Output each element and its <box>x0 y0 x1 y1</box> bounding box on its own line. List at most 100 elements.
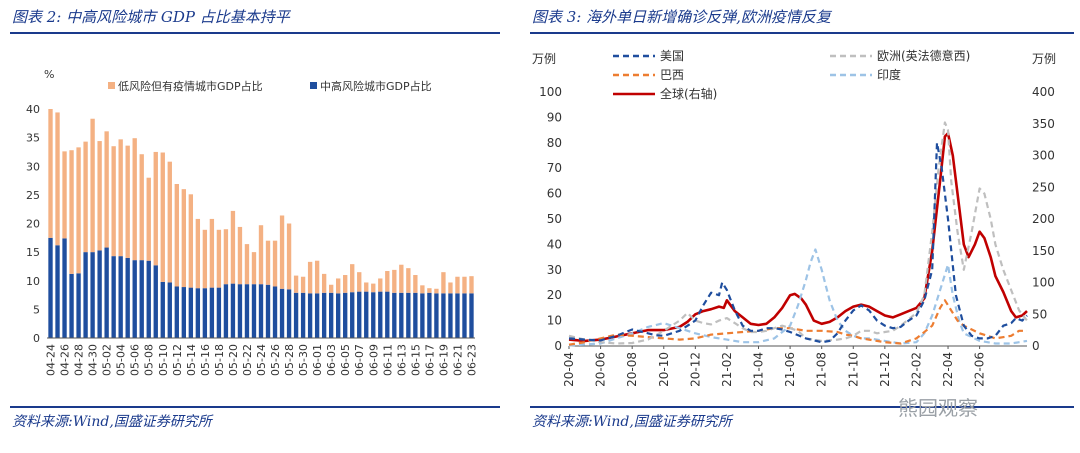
bar-high-risk <box>62 238 67 338</box>
x-tick-label: 21-08 <box>815 352 829 387</box>
x-tick-label: 06-01 <box>311 344 324 376</box>
left-y-tick-label: 70 <box>547 161 562 175</box>
bar-low-risk <box>448 282 453 294</box>
x-tick-label: 05-18 <box>213 344 226 376</box>
bar-high-risk <box>469 293 474 338</box>
series-line-india <box>568 248 1028 347</box>
bar-high-risk <box>195 288 201 338</box>
bar-high-risk <box>399 292 404 338</box>
bar-high-risk <box>251 284 257 338</box>
bar-high-risk <box>420 293 425 338</box>
bar-high-risk <box>69 273 74 338</box>
bar-high-risk <box>139 260 144 338</box>
bar-low-risk <box>209 218 215 288</box>
bar-low-risk <box>237 226 243 285</box>
x-tick-label: 05-28 <box>283 344 296 376</box>
bar-high-risk <box>314 293 320 338</box>
y-tick-label: 35 <box>26 132 40 145</box>
x-tick-label: 22-06 <box>973 352 987 387</box>
bar-low-risk <box>216 229 222 288</box>
bar-low-risk <box>343 275 348 293</box>
bar-low-risk <box>167 161 172 283</box>
bar-low-risk <box>223 229 229 285</box>
x-tick-label: 05-06 <box>129 344 142 376</box>
bar-high-risk <box>132 260 137 338</box>
left-y-tick-label: 60 <box>547 187 562 201</box>
bar-low-risk <box>153 151 158 266</box>
bar-low-risk <box>300 276 306 293</box>
y-tick-label: 20 <box>26 218 40 231</box>
x-tick-label: 05-22 <box>241 344 254 376</box>
bar-high-risk <box>455 293 460 338</box>
bar-high-risk <box>328 292 334 338</box>
left-footer-rule <box>10 406 500 408</box>
x-tick-label: 05-16 <box>199 344 212 376</box>
left-y-tick-label: 80 <box>547 136 562 150</box>
bar-low-risk <box>364 282 369 292</box>
bar-low-risk <box>265 240 271 285</box>
watermark-text: 熊园观察 <box>898 396 978 420</box>
bar-high-risk <box>125 257 130 338</box>
bar-low-risk <box>258 225 264 285</box>
x-tick-label: 06-09 <box>367 344 380 376</box>
left-y-tick-label: 50 <box>547 212 562 226</box>
bar-high-risk <box>76 273 81 338</box>
bar-low-risk <box>350 264 355 293</box>
bar-high-risk <box>413 292 418 338</box>
x-tick-label: 06-15 <box>409 344 422 376</box>
right-title-rule <box>530 32 1074 34</box>
bar-low-risk <box>146 177 151 261</box>
x-tick-label: 05-30 <box>297 344 310 376</box>
legend-label-low-risk: 低风险但有疫情城市GDP占比 <box>118 79 263 93</box>
x-tick-label: 05-10 <box>157 344 170 376</box>
bar-low-risk <box>455 276 460 294</box>
bar-low-risk <box>357 272 362 292</box>
bar-low-risk <box>378 278 383 292</box>
left-chart-source: 资料来源:Wind,国盛证券研究所 <box>12 414 212 430</box>
bar-low-risk <box>314 260 320 294</box>
bar-low-risk <box>55 112 60 246</box>
bar-high-risk <box>321 292 327 338</box>
x-tick-label: 06-23 <box>465 344 478 376</box>
x-tick-label: 04-30 <box>87 344 100 376</box>
x-tick-label: 05-14 <box>185 344 198 376</box>
x-tick-label: 05-20 <box>227 344 240 376</box>
bar-high-risk <box>265 284 271 338</box>
x-tick-label: 22-02 <box>909 352 923 387</box>
bar-low-risk <box>336 278 341 294</box>
x-tick-label: 22-04 <box>941 352 955 387</box>
left-y-tick-label: 40 <box>547 237 562 251</box>
y-tick-label: 10 <box>26 275 40 288</box>
bar-high-risk <box>153 265 158 338</box>
bar-low-risk <box>181 189 186 288</box>
bar-high-risk <box>216 287 222 338</box>
right-axis-unit: 万例 <box>1032 52 1056 66</box>
bar-high-risk <box>441 293 446 338</box>
x-tick-label: 06-19 <box>437 344 450 376</box>
y-tick-label: 30 <box>26 160 40 173</box>
bar-high-risk <box>83 252 88 338</box>
bar-low-risk <box>427 288 432 293</box>
bar-low-risk <box>69 150 74 274</box>
bar-low-risk <box>132 138 137 261</box>
left-y-tick-label: 90 <box>547 110 562 124</box>
bar-low-risk <box>48 109 53 238</box>
x-tick-label: 05-04 <box>115 344 128 376</box>
legend-label-europe: 欧洲(英法德意西) <box>877 48 970 63</box>
legend-label-us: 美国 <box>660 49 684 63</box>
bar-high-risk <box>146 260 151 338</box>
bar-high-risk <box>55 245 60 338</box>
bar-low-risk <box>83 141 88 253</box>
right-y-tick-label: 250 <box>1032 180 1055 194</box>
bar-high-risk <box>364 291 369 338</box>
x-tick-label: 20-06 <box>594 352 608 387</box>
bar-low-risk <box>420 285 425 294</box>
bar-low-risk <box>139 154 144 261</box>
right-y-tick-label: 50 <box>1032 307 1047 321</box>
bar-low-risk <box>328 284 334 293</box>
x-tick-label: 21-06 <box>783 352 797 387</box>
bar-high-risk <box>118 256 123 338</box>
bar-low-risk <box>307 261 313 294</box>
bar-low-risk <box>406 268 411 293</box>
